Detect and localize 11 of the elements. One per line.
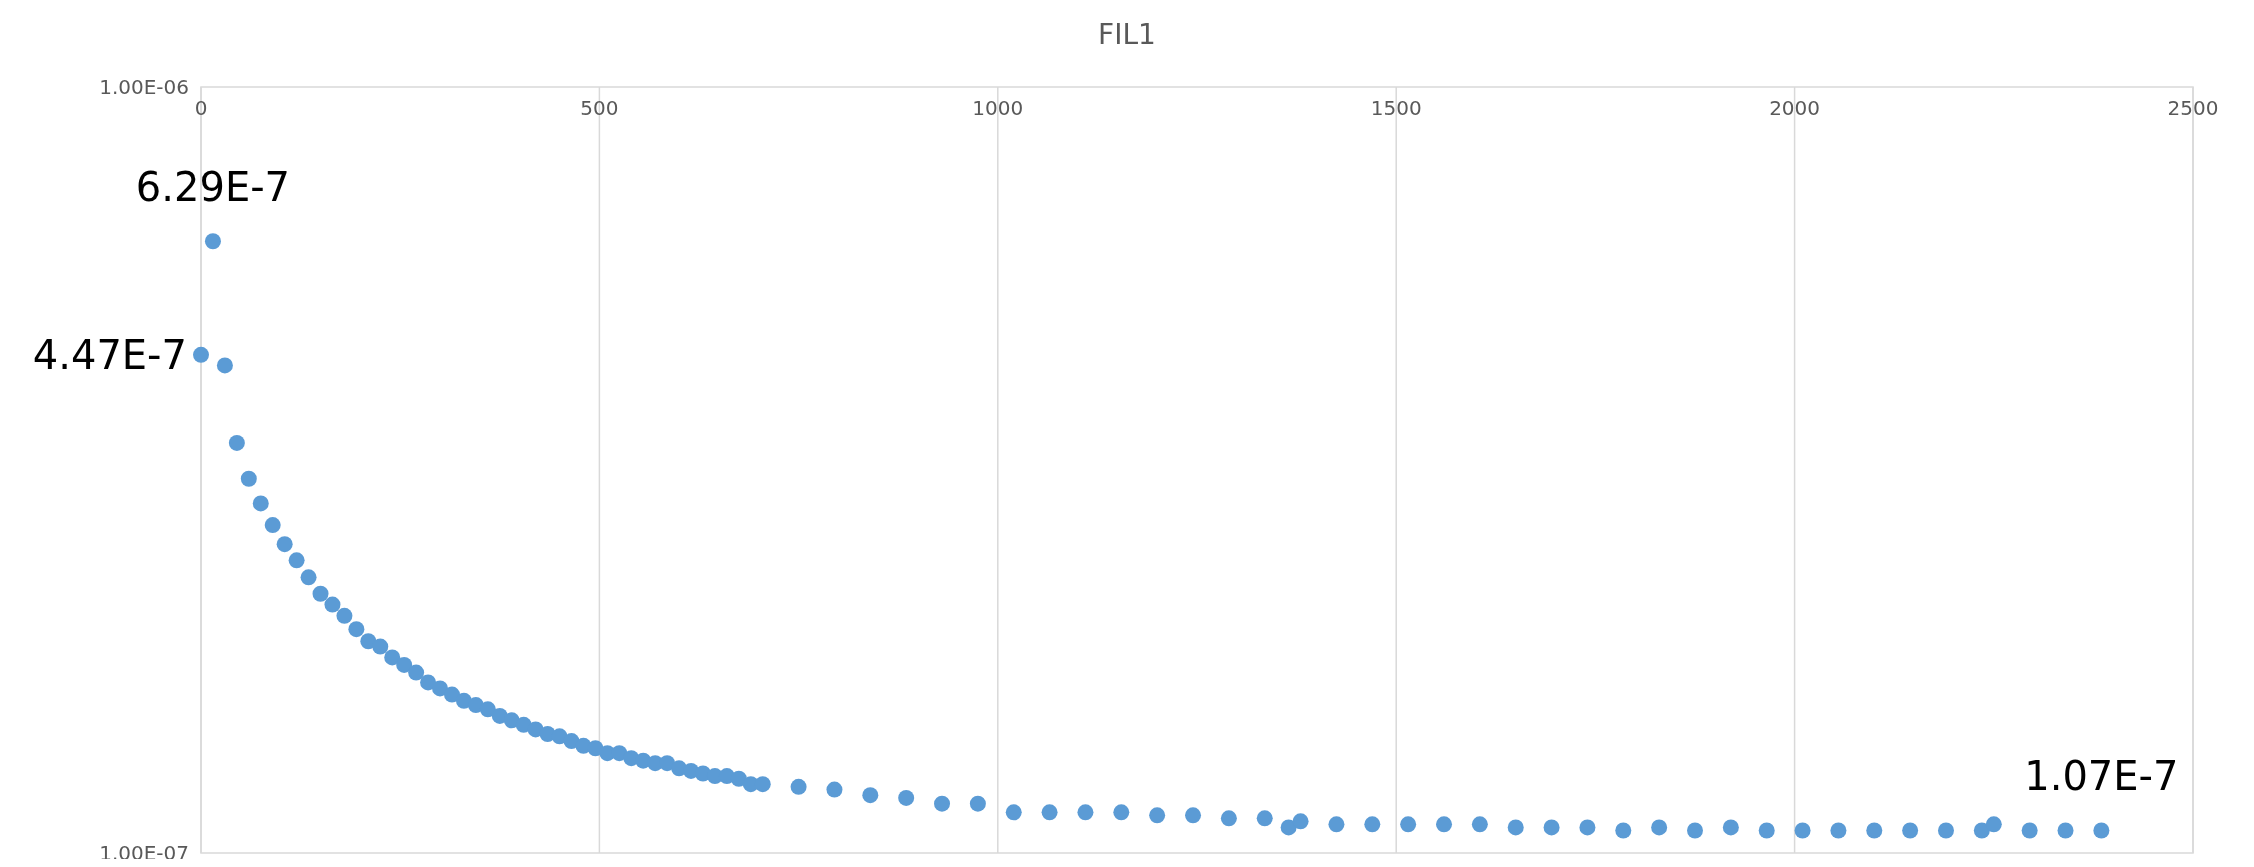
x-tick-label: 2500 [2167, 96, 2219, 120]
x-tick-label: 0 [194, 96, 208, 120]
data-label: 1.07E-7 [2024, 753, 2179, 800]
x-tick-label: 500 [580, 96, 619, 120]
data-label: 6.29E-7 [135, 164, 291, 211]
x-tick-label: 1500 [1370, 96, 1422, 120]
x-tick-label: 2000 [1769, 96, 1821, 120]
x-tick-label: 1000 [972, 96, 1024, 120]
chart-title: FIL1 [1098, 18, 1156, 51]
data-label: 4.47E-7 [32, 331, 187, 378]
y-tick-label: 1.00E-06 [99, 75, 189, 99]
